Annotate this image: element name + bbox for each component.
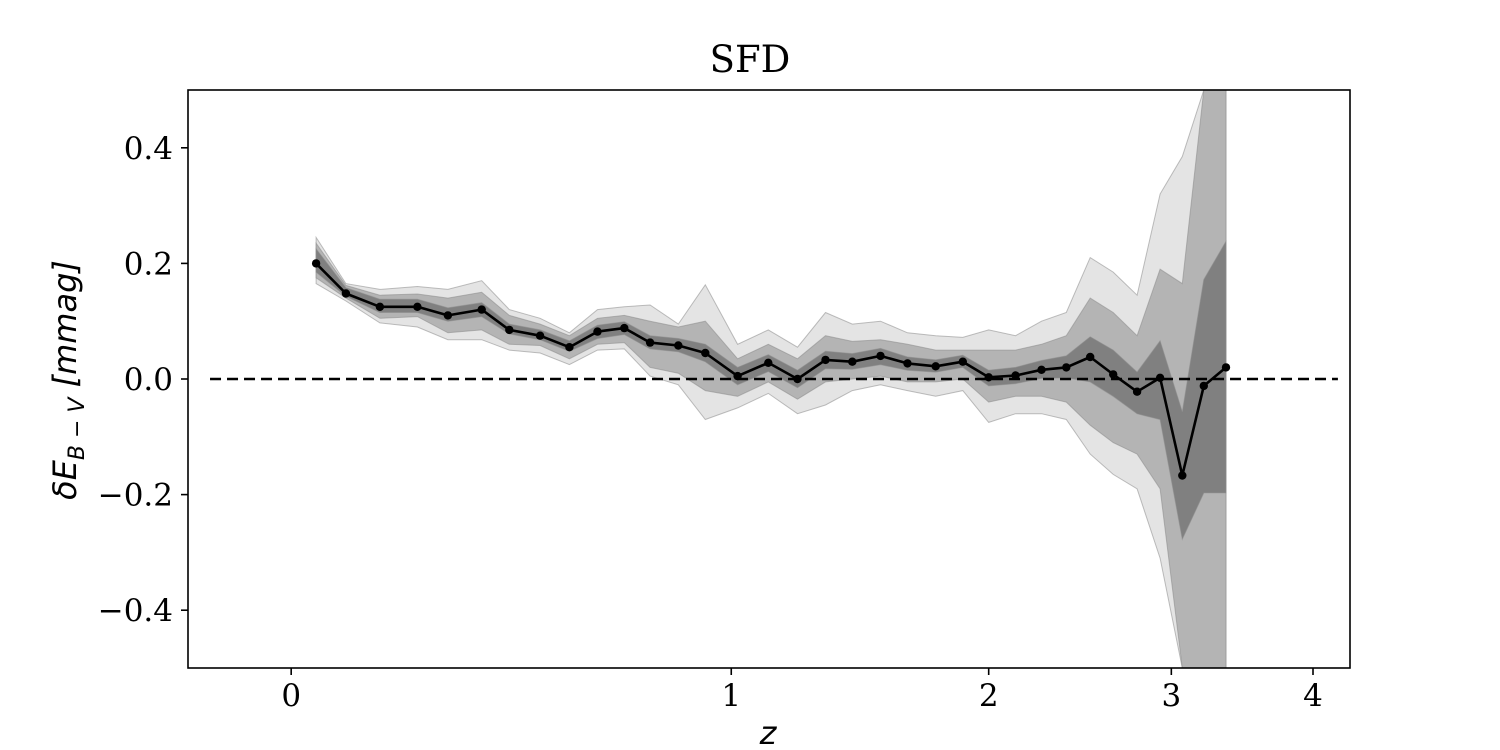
y-axis-label-main: δE xyxy=(46,459,84,500)
x-tick-label: 0 xyxy=(281,678,301,714)
data-point xyxy=(1178,471,1187,480)
data-point xyxy=(1155,373,1165,382)
y-axis-ticks: −0.4 −0.2 0.0 0.2 0.4 xyxy=(98,131,188,629)
data-point xyxy=(984,373,993,382)
data-point xyxy=(903,359,912,368)
data-point xyxy=(1132,387,1142,396)
y-tick-label: 0.2 xyxy=(124,246,173,282)
x-axis-label: z xyxy=(759,714,778,750)
x-tick-label: 3 xyxy=(1161,678,1181,714)
chart-title: SFD xyxy=(710,38,791,81)
band-1-sigma xyxy=(315,239,1227,541)
data-point xyxy=(764,358,773,367)
data-point xyxy=(311,259,321,268)
x-tick-label: 4 xyxy=(1303,678,1323,714)
data-point xyxy=(620,323,629,333)
data-point xyxy=(848,357,857,366)
data-point xyxy=(876,351,885,361)
y-tick-label: 0.0 xyxy=(124,362,173,398)
data-point xyxy=(1199,381,1209,391)
data-point xyxy=(593,327,602,336)
y-axis-label-subscript: B − V xyxy=(65,396,90,461)
data-point xyxy=(931,362,940,371)
data-point xyxy=(674,341,683,350)
data-point xyxy=(701,348,710,358)
y-tick-label: −0.4 xyxy=(98,593,173,629)
data-point xyxy=(821,355,830,365)
data-point xyxy=(443,311,453,320)
data-point xyxy=(1037,365,1046,374)
series-line xyxy=(315,262,1227,477)
data-point xyxy=(535,331,545,340)
data-point xyxy=(645,338,655,347)
x-tick-label: 2 xyxy=(979,678,999,714)
y-tick-label: −0.2 xyxy=(98,478,173,514)
y-axis-label: δEB − V [mmag] xyxy=(46,260,90,500)
data-series xyxy=(311,259,1231,480)
data-point xyxy=(505,325,514,335)
data-point xyxy=(958,357,967,366)
data-point xyxy=(477,305,486,314)
data-point xyxy=(793,374,802,384)
y-tick-label: 0.4 xyxy=(124,131,173,167)
data-point xyxy=(733,371,742,381)
x-axis-ticks: 0 1 2 3 4 xyxy=(281,668,1323,714)
y-axis-label-unit: [mmag] xyxy=(46,260,84,397)
data-point xyxy=(1011,371,1020,380)
data-point xyxy=(341,289,351,298)
data-point xyxy=(1221,363,1231,372)
data-point xyxy=(565,343,574,352)
data-point xyxy=(375,302,385,311)
data-point xyxy=(413,302,422,311)
data-point xyxy=(1062,363,1071,372)
x-tick-label: 1 xyxy=(721,678,741,714)
data-point xyxy=(1109,370,1118,379)
data-point xyxy=(1086,352,1095,362)
